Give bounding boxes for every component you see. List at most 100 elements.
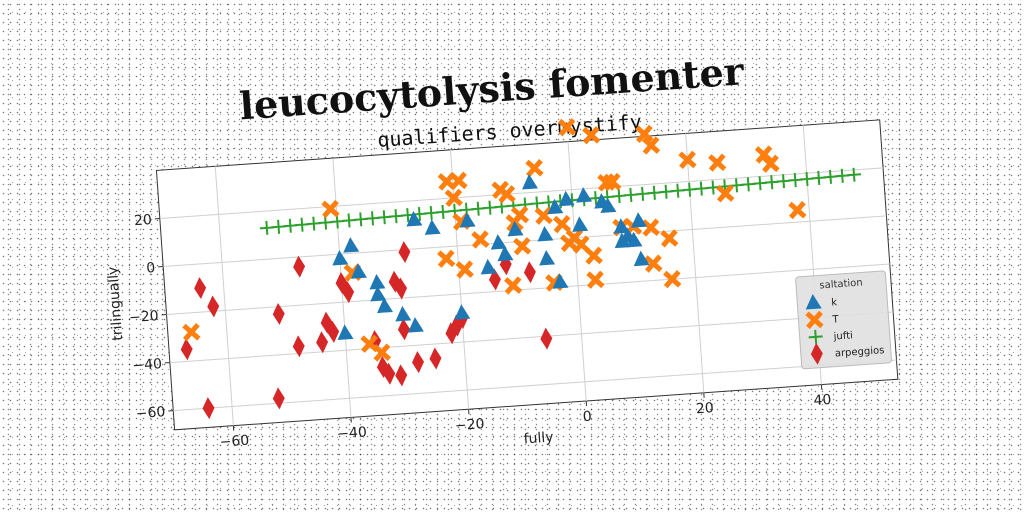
grid-lines (159, 125, 897, 426)
point-jufti (330, 214, 345, 229)
point-T (552, 215, 572, 234)
point-jufti (846, 167, 862, 182)
point-jufti (729, 178, 744, 193)
point-T (641, 218, 660, 237)
point-k (537, 225, 554, 242)
point-jufti (788, 173, 803, 188)
point-arpeggios (202, 397, 215, 420)
y-grid-line (166, 263, 890, 316)
point-k (600, 197, 617, 213)
point-arpeggios (523, 261, 536, 284)
point-k (337, 324, 354, 340)
legend-marker-jufti (808, 329, 823, 344)
point-T (449, 171, 468, 190)
point-arpeggios (293, 255, 306, 278)
point-k (633, 250, 650, 267)
point-jufti (811, 170, 826, 185)
point-arpeggios (342, 281, 355, 304)
point-jufti (353, 212, 368, 227)
series-arpeggios (180, 241, 553, 420)
point-jufti (318, 215, 333, 230)
point-k (507, 220, 524, 237)
y-grid-line (169, 311, 894, 364)
point-k (626, 231, 643, 248)
point-arpeggios (395, 364, 408, 387)
x-tick-label: −60 (219, 433, 250, 451)
legend-label-T: T (831, 314, 840, 326)
point-jufti (482, 200, 498, 215)
legend-marker-k (805, 293, 822, 310)
point-T (635, 124, 654, 144)
legend-box (795, 270, 892, 370)
point-arpeggios (395, 277, 408, 300)
y-tick-label: 20 (134, 212, 153, 229)
series-jufti (259, 167, 862, 235)
point-k (497, 245, 514, 262)
chart-title: leucocytolysis fomenter (238, 48, 746, 128)
legend-marker-T (805, 310, 824, 330)
point-arpeggios (292, 335, 305, 358)
point-arpeggios (398, 241, 411, 264)
point-T (663, 270, 682, 289)
x-grid-line (685, 133, 705, 393)
point-jufti (623, 187, 638, 202)
point-k (539, 250, 556, 266)
point-arpeggios (488, 268, 501, 291)
point-T (660, 229, 679, 248)
legend-label-jufti: jufti (832, 330, 853, 342)
point-jufti (647, 185, 662, 200)
point-jufti (799, 171, 815, 187)
point-k (459, 212, 476, 228)
x-tick-label: 20 (695, 400, 714, 417)
point-T (761, 154, 780, 173)
y-grid-line (159, 167, 884, 219)
point-jufti (435, 204, 451, 219)
point-T (678, 150, 697, 169)
point-jufti (271, 219, 286, 234)
point-T (644, 254, 663, 273)
point-jufti (283, 218, 298, 233)
point-T (437, 249, 456, 268)
point-jufti (388, 209, 404, 224)
point-T (584, 246, 603, 265)
point-k (407, 317, 424, 333)
point-jufti (635, 186, 650, 201)
point-T (754, 145, 774, 164)
point-arpeggios (316, 331, 329, 354)
point-jufti (764, 175, 779, 190)
point-arpeggios (327, 320, 340, 343)
x-tick-label: −40 (337, 424, 368, 442)
x-grid-line (214, 166, 234, 426)
point-k (395, 305, 412, 322)
point-arpeggios (383, 362, 396, 385)
point-jufti (377, 210, 392, 225)
point-arpeggios (397, 318, 410, 341)
x-axis-label: fully (523, 429, 554, 447)
point-T (586, 270, 605, 289)
point-T (603, 172, 622, 192)
x-tick-label: 0 (582, 409, 592, 426)
legend-marker-arpeggios (810, 342, 823, 365)
point-arpeggios (272, 302, 285, 325)
point-k (613, 218, 630, 234)
point-T (788, 200, 807, 220)
y-axis-label: trilingually (105, 266, 126, 341)
point-arpeggios (445, 322, 458, 345)
point-jufti (259, 220, 274, 235)
y-tick-label: −60 (135, 404, 166, 422)
point-arpeggios (272, 387, 285, 410)
x-tick-label: −20 (454, 416, 485, 434)
x-grid-line (567, 141, 587, 402)
y-grid-line (173, 359, 897, 412)
point-k (480, 258, 497, 275)
point-jufti (776, 174, 791, 189)
point-jufti (670, 183, 685, 198)
point-k (631, 212, 648, 228)
point-k (552, 273, 569, 289)
point-jufti (741, 177, 756, 192)
point-jufti (835, 168, 850, 183)
point-T (504, 276, 523, 295)
point-k (454, 304, 471, 320)
point-k (406, 211, 423, 227)
